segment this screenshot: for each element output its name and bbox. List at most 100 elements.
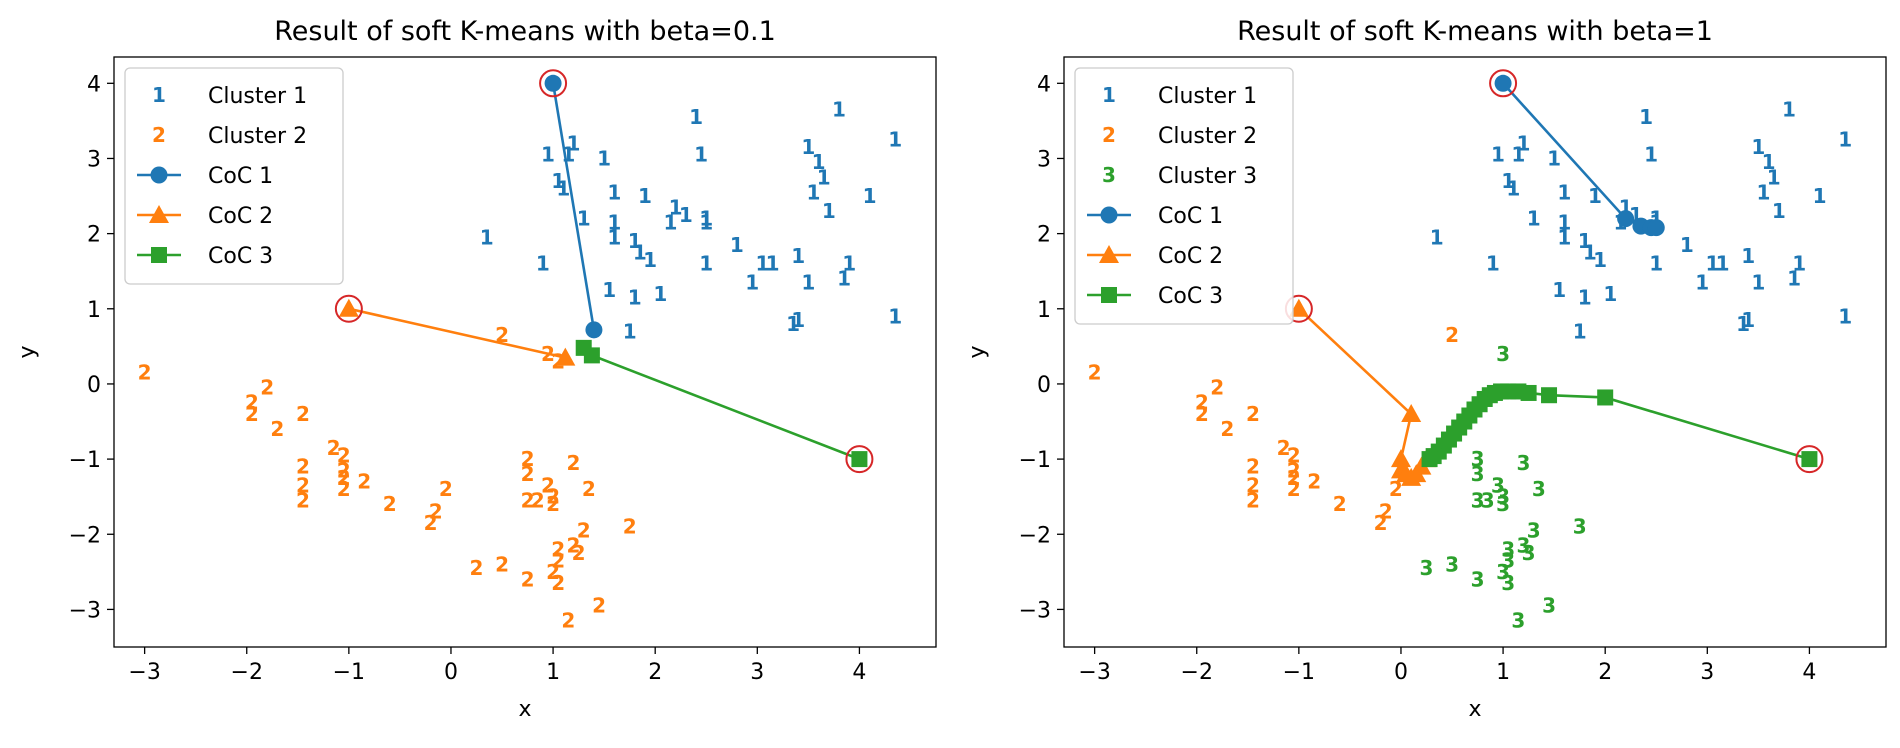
cluster-2-point: 2 bbox=[1379, 500, 1393, 524]
x-tick-label: −2 bbox=[1181, 660, 1213, 685]
cluster-1-point: 1 bbox=[1430, 225, 1444, 249]
cluster-1-point: 1 bbox=[730, 233, 744, 257]
y-tick-label: 4 bbox=[87, 72, 101, 97]
cluster-2-point: 2 bbox=[495, 552, 509, 576]
cluster-2-point: 2 bbox=[296, 488, 310, 512]
cluster-1-point: 1 bbox=[1782, 98, 1796, 122]
cluster-1-point: 1 bbox=[801, 135, 815, 159]
cluster-1-point: 1 bbox=[888, 304, 902, 328]
legend-label: CoC 1 bbox=[1158, 204, 1223, 229]
coc-1-marker bbox=[544, 74, 562, 92]
cluster-3-point: 3 bbox=[1471, 488, 1485, 512]
cluster-1-point: 1 bbox=[1511, 143, 1525, 167]
legend-line-marker bbox=[1101, 287, 1117, 303]
coc-3-marker bbox=[1597, 389, 1614, 406]
cluster-2-point: 2 bbox=[337, 477, 351, 501]
cluster-3-point: 3 bbox=[1573, 515, 1587, 539]
cluster-1-point: 1 bbox=[679, 203, 693, 227]
cluster-1-point: 1 bbox=[551, 169, 565, 193]
coc-3-marker bbox=[851, 451, 868, 468]
cluster-2-point: 2 bbox=[1088, 361, 1102, 385]
y-tick-label: −3 bbox=[69, 598, 101, 623]
cluster-1-point: 1 bbox=[1486, 252, 1500, 276]
x-tick-label: 4 bbox=[852, 660, 866, 685]
cluster-3-point: 3 bbox=[1532, 477, 1546, 501]
cluster-1-point: 1 bbox=[567, 131, 581, 155]
coc-1-marker bbox=[1494, 74, 1512, 92]
cluster-3-point: 3 bbox=[1496, 492, 1510, 516]
x-tick-label: −3 bbox=[128, 660, 160, 685]
cluster-2-point: 2 bbox=[1246, 473, 1260, 497]
cluster-1-point: 1 bbox=[638, 184, 652, 208]
cluster-2-point: 2 bbox=[337, 458, 351, 482]
cluster-1-point: 1 bbox=[607, 225, 621, 249]
legend-label: CoC 2 bbox=[1158, 244, 1223, 269]
x-axis-label: x bbox=[1468, 697, 1481, 722]
cluster-2-point: 2 bbox=[429, 500, 443, 524]
cluster-1-point: 1 bbox=[1751, 135, 1765, 159]
cluster-1-point: 1 bbox=[1501, 169, 1515, 193]
cluster-2-point: 2 bbox=[1287, 477, 1301, 501]
x-tick-label: −1 bbox=[1283, 660, 1315, 685]
cluster-1-point: 1 bbox=[1792, 252, 1806, 276]
legend-line-marker bbox=[149, 205, 169, 223]
x-tick-label: −3 bbox=[1078, 660, 1110, 685]
cluster-1-point: 1 bbox=[837, 267, 851, 291]
cluster-1-point: 1 bbox=[755, 252, 769, 276]
legend-label: Cluster 1 bbox=[1158, 84, 1257, 109]
cluster-2-point: 2 bbox=[260, 376, 274, 400]
cluster-1-point: 1 bbox=[628, 286, 642, 310]
initial-center-circle bbox=[845, 445, 874, 474]
cluster-1-point: 1 bbox=[699, 207, 713, 231]
cluster-2-point: 2 bbox=[546, 560, 560, 584]
y-tick-label: −1 bbox=[69, 448, 101, 473]
cluster-2-point: 2 bbox=[383, 492, 397, 516]
cluster-2-point: 2 bbox=[357, 470, 371, 494]
cluster-2-point: 2 bbox=[337, 443, 351, 467]
cluster-1-point: 1 bbox=[1838, 304, 1852, 328]
y-tick-label: −3 bbox=[1019, 598, 1051, 623]
cluster-1-point: 1 bbox=[1517, 131, 1531, 155]
cluster-1-point: 1 bbox=[817, 165, 831, 189]
legend: 1 Cluster 1 2 Cluster 2 3 Cluster 3 CoC 1 CoC 2… bbox=[1074, 67, 1294, 325]
cluster-2-point: 2 bbox=[495, 323, 509, 347]
cluster-2-point: 2 bbox=[337, 466, 351, 490]
x-tick-label: 3 bbox=[1700, 660, 1714, 685]
x-tick-label: 0 bbox=[444, 660, 458, 685]
cluster-2-point: 2 bbox=[521, 447, 535, 471]
plot-frame bbox=[113, 56, 937, 648]
cluster-2-point: 2 bbox=[546, 492, 560, 516]
cluster-2-point: 2 bbox=[1287, 458, 1301, 482]
cluster-3-point: 3 bbox=[1471, 462, 1485, 486]
y-tick-label: −2 bbox=[1019, 523, 1051, 548]
legend-label: CoC 3 bbox=[1158, 284, 1223, 309]
cluster-2-point: 2 bbox=[1445, 323, 1459, 347]
cluster-1-point: 1 bbox=[607, 210, 621, 234]
cluster-2-point: 2 bbox=[1195, 402, 1209, 426]
cluster-1-point: 1 bbox=[633, 240, 647, 264]
y-tick-label: 1 bbox=[87, 298, 101, 323]
x-tick-label: −2 bbox=[231, 660, 263, 685]
legend-line-marker bbox=[1099, 245, 1119, 263]
cluster-3-point: 3 bbox=[1496, 485, 1510, 509]
cluster-3-point: 3 bbox=[1517, 534, 1531, 558]
cluster-3-point: 3 bbox=[1420, 556, 1434, 580]
cluster-1-point: 1 bbox=[1557, 180, 1571, 204]
y-axis-label: y bbox=[15, 345, 40, 358]
cluster-1-point: 1 bbox=[1757, 180, 1771, 204]
legend-marker: 3 bbox=[1102, 163, 1116, 187]
cluster-3-point: 3 bbox=[1445, 552, 1459, 576]
cluster-3-point: 3 bbox=[1496, 560, 1510, 584]
cluster-1-point: 1 bbox=[541, 143, 555, 167]
cluster-2-point: 2 bbox=[531, 488, 545, 512]
cluster-2-point: 2 bbox=[541, 473, 555, 497]
cluster-2-point: 2 bbox=[1220, 417, 1234, 441]
cluster-3-point: 3 bbox=[1471, 447, 1485, 471]
cluster-1-point: 1 bbox=[1506, 177, 1520, 201]
cluster-1-point: 1 bbox=[1578, 229, 1592, 253]
coc-2-marker bbox=[1390, 449, 1411, 468]
cluster-1-point: 1 bbox=[1583, 240, 1597, 264]
coc-2-marker bbox=[555, 347, 576, 366]
cluster-1-point: 1 bbox=[1741, 244, 1755, 268]
cluster-1-point: 1 bbox=[822, 199, 836, 223]
